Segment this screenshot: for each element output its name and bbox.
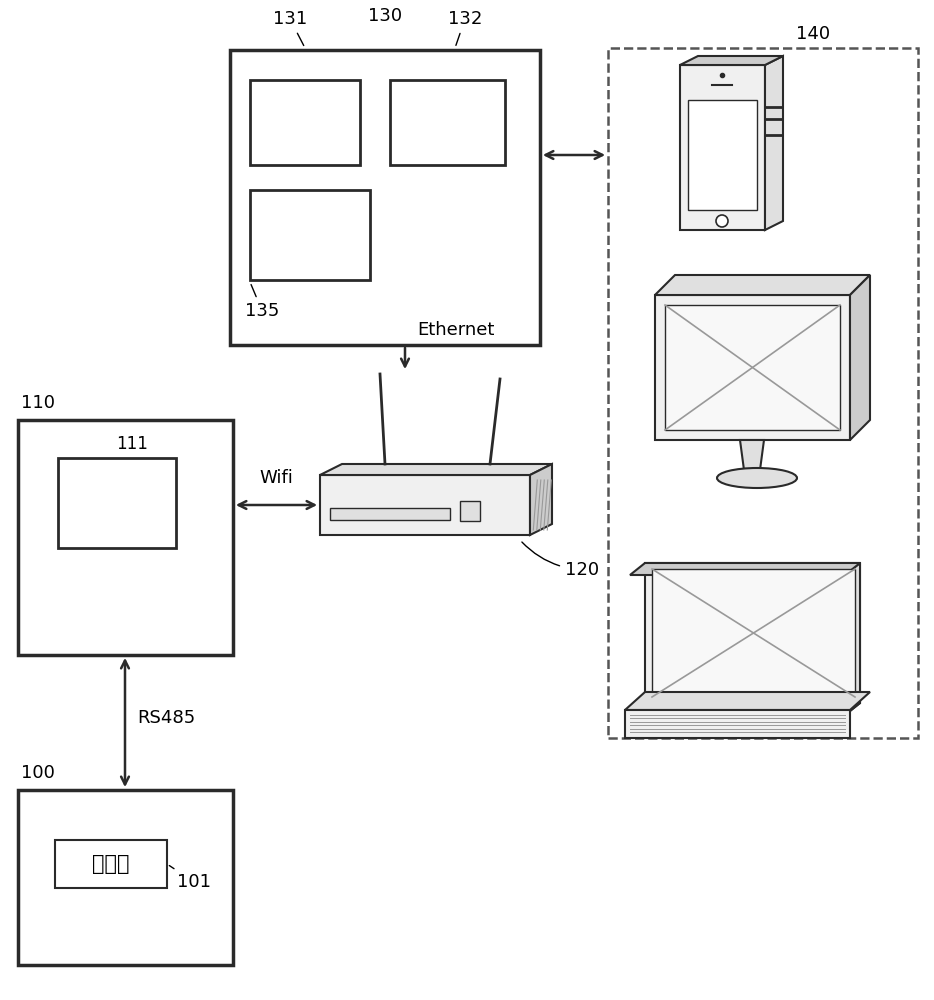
- Text: 111: 111: [116, 435, 148, 453]
- Polygon shape: [845, 563, 860, 715]
- Polygon shape: [630, 703, 860, 715]
- Bar: [460, 501, 480, 521]
- Ellipse shape: [717, 468, 797, 488]
- Circle shape: [716, 215, 728, 227]
- Bar: [230, 50, 540, 345]
- Text: 110: 110: [21, 394, 55, 412]
- Bar: [18, 420, 233, 655]
- Text: 120: 120: [522, 542, 599, 579]
- Bar: [55, 840, 167, 888]
- Polygon shape: [680, 65, 765, 230]
- Bar: [665, 305, 840, 430]
- Polygon shape: [625, 692, 870, 710]
- Text: 100: 100: [21, 764, 55, 782]
- Text: 140: 140: [796, 25, 830, 43]
- Bar: [58, 458, 176, 548]
- Text: 135: 135: [245, 285, 279, 320]
- Text: Wifi: Wifi: [259, 469, 293, 487]
- Bar: [330, 508, 450, 520]
- Text: 131: 131: [273, 10, 307, 46]
- Text: Ethernet: Ethernet: [417, 321, 494, 339]
- Bar: [18, 790, 233, 965]
- Polygon shape: [740, 440, 764, 470]
- Polygon shape: [320, 475, 530, 535]
- Polygon shape: [655, 295, 850, 440]
- Text: 101: 101: [169, 866, 211, 891]
- Polygon shape: [765, 56, 783, 230]
- Bar: [608, 48, 918, 738]
- Polygon shape: [645, 563, 860, 703]
- Polygon shape: [850, 275, 870, 440]
- Bar: [390, 80, 505, 165]
- Polygon shape: [530, 464, 552, 535]
- Text: RS485: RS485: [137, 709, 195, 727]
- Bar: [250, 80, 360, 165]
- Polygon shape: [630, 563, 860, 575]
- Text: 控制器: 控制器: [92, 854, 130, 874]
- Polygon shape: [680, 56, 783, 65]
- Text: 130: 130: [368, 7, 402, 25]
- Polygon shape: [320, 464, 552, 475]
- Text: 132: 132: [447, 10, 482, 45]
- Bar: [688, 100, 757, 210]
- Bar: [250, 190, 370, 280]
- Polygon shape: [655, 275, 870, 295]
- Bar: [652, 569, 855, 697]
- Polygon shape: [625, 710, 850, 738]
